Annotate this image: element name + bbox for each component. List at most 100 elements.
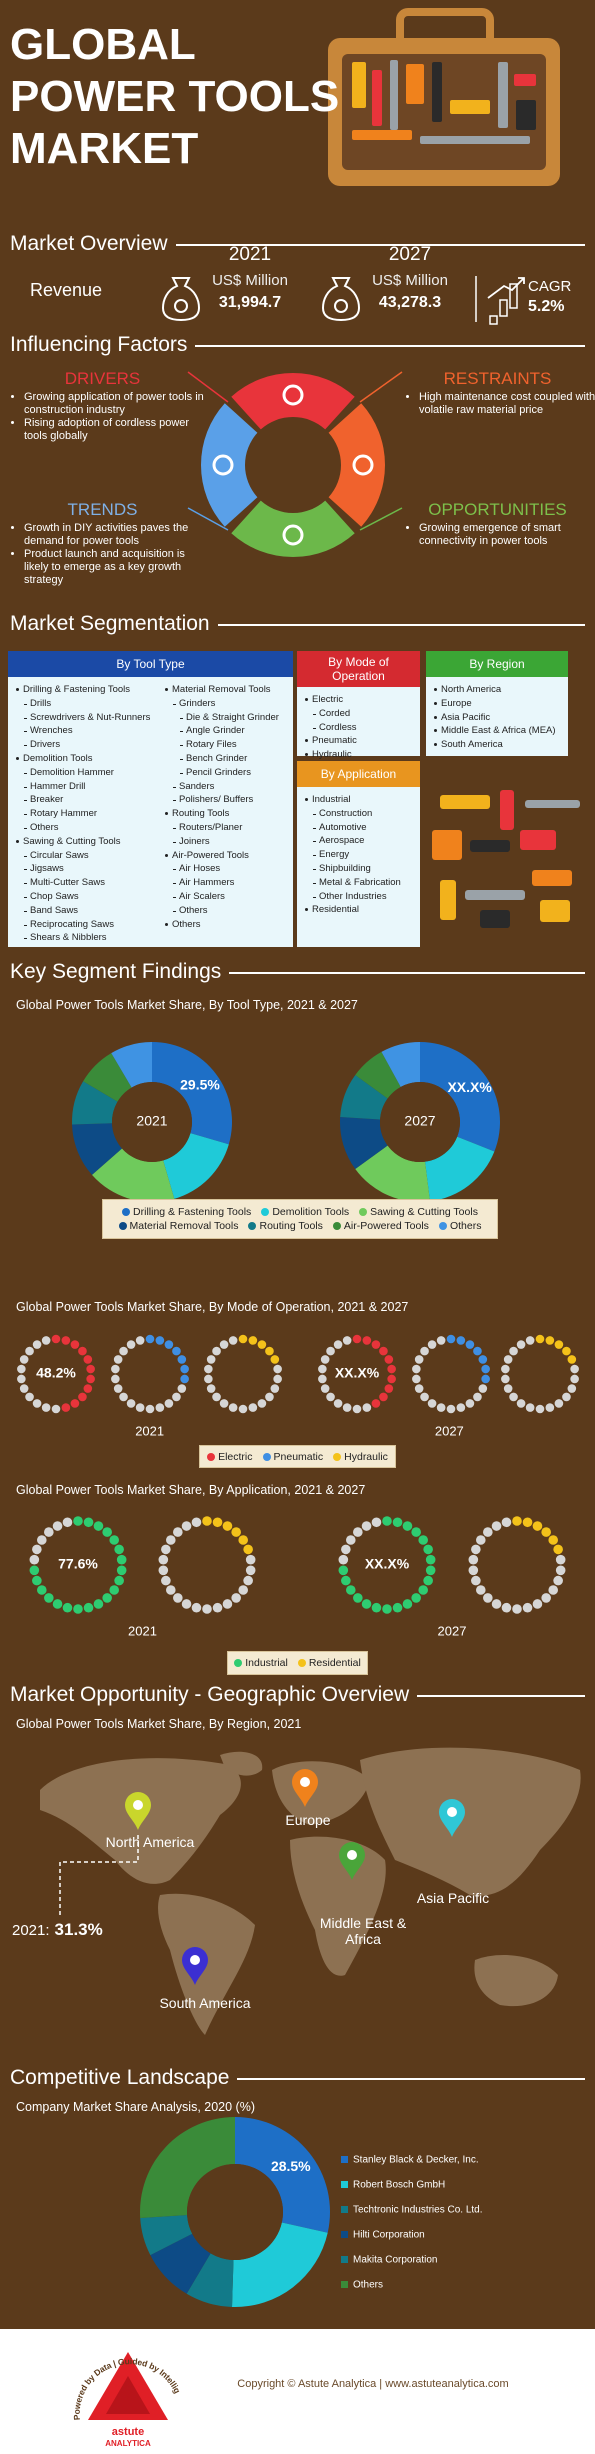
- legend-label: Makita Corporation: [353, 2255, 437, 2266]
- ring-dot-empty: [420, 1392, 429, 1402]
- heading-rule: [195, 345, 585, 347]
- ring-dot-empty: [32, 1399, 42, 1408]
- ring-dot-empty: [353, 1527, 363, 1537]
- title-line: MARKET: [10, 124, 199, 173]
- ring-dot-empty: [202, 1604, 212, 1614]
- ring-dot-empty: [512, 1604, 522, 1614]
- ring-dot-empty: [155, 1403, 165, 1412]
- heading-rule: [175, 244, 585, 246]
- segment-item: Bench Grinder: [163, 752, 291, 766]
- ring-dot-empty: [257, 1399, 267, 1408]
- segment-item: Angle Grinder: [163, 724, 291, 738]
- segment-item: Rotary Hammer: [14, 807, 164, 821]
- ring-dot: [473, 1346, 482, 1356]
- ring-dot-empty: [338, 1554, 349, 1565]
- legend-item: Others: [438, 1220, 481, 1232]
- ring-dot: [481, 1374, 490, 1384]
- ring-dot-empty: [212, 1602, 223, 1613]
- value-label: 48.2%: [36, 1365, 76, 1381]
- ring-dot-empty: [177, 1384, 187, 1393]
- tool-icon: [440, 795, 490, 809]
- heading-rule: [237, 2078, 585, 2080]
- ring-dot: [567, 1355, 577, 1364]
- segment-item: Construction: [303, 807, 415, 821]
- tool-icon: [432, 830, 462, 860]
- ring-dot: [248, 1336, 258, 1345]
- tool-icon: [498, 62, 508, 128]
- ring-dot-empty: [228, 1403, 238, 1412]
- ring-dot-empty: [222, 1599, 233, 1609]
- legend: Industrial Residential: [227, 1651, 368, 1675]
- ring-dot-empty: [456, 1403, 466, 1412]
- ring-dot: [164, 1340, 174, 1349]
- tool-icon: [440, 880, 456, 920]
- region-pin-dot: [190, 1955, 200, 1965]
- ring-dot-empty: [420, 1346, 429, 1356]
- legend-item: Residential: [297, 1657, 361, 1669]
- region-pin-dot: [300, 1777, 310, 1787]
- ring-dot: [338, 1565, 349, 1576]
- ring-dot-empty: [243, 1575, 253, 1586]
- region-pin: [439, 1799, 465, 1837]
- tool-icon: [532, 870, 572, 886]
- ring-dot-empty: [204, 1364, 213, 1374]
- donut-segment: [232, 2222, 328, 2307]
- region-pin-dot: [347, 1850, 357, 1860]
- segment-item: Circular Saws: [14, 849, 164, 863]
- donut-segment: [152, 1042, 233, 1145]
- ring-dot-empty: [135, 1403, 145, 1412]
- ring-dot: [83, 1355, 93, 1364]
- ring-dot-empty: [36, 1535, 47, 1545]
- ring-dot-empty: [62, 1517, 73, 1528]
- segment-item: North America: [432, 683, 564, 697]
- ring-dot-empty: [320, 1384, 330, 1393]
- ring-dot-empty: [522, 1602, 533, 1613]
- ring-dot-empty: [468, 1565, 479, 1576]
- segment-item: Others: [163, 904, 291, 918]
- ring-dot-empty: [326, 1346, 335, 1356]
- segment-item: Band Saws: [14, 904, 164, 918]
- ring-dot: [379, 1346, 388, 1356]
- ring-dot: [554, 1340, 564, 1349]
- factor-title: TRENDS: [67, 500, 138, 519]
- ring-dot: [345, 1585, 356, 1595]
- ring-dot-empty: [567, 1384, 577, 1393]
- ring-dot: [93, 1521, 104, 1531]
- donut-center-label: 2027: [404, 1113, 435, 1129]
- chart-subtitle: Global Power Tools Market Share, By Regi…: [16, 1717, 302, 1731]
- ring-dot-empty: [541, 1593, 551, 1603]
- ring-dot-empty: [25, 1346, 34, 1356]
- segment-item: Corded: [303, 707, 415, 721]
- donut-segment: [355, 1051, 401, 1099]
- ring-dot-empty: [414, 1384, 424, 1393]
- ring-dot: [78, 1346, 87, 1356]
- tool-icon: [390, 60, 398, 130]
- region-label: Middle East & Africa: [319, 1915, 407, 1947]
- year: 2027: [388, 244, 432, 265]
- legend-label: Material Removal Tools: [129, 1220, 239, 1232]
- ring-dot: [535, 1334, 545, 1344]
- ring-dot-empty: [501, 1364, 510, 1374]
- ring-dot: [465, 1340, 475, 1349]
- donut-hole: [380, 1082, 460, 1162]
- annotation: XX.X%: [335, 1365, 380, 1381]
- section-heading: Market Segmentation: [10, 612, 585, 636]
- ring-dot-empty: [473, 1392, 482, 1402]
- ring-dot-empty: [119, 1392, 128, 1402]
- region-pin: [125, 1792, 151, 1830]
- legend-swatch: [261, 1208, 270, 1216]
- segment-item: Grinders: [163, 697, 291, 711]
- legend-swatch: [341, 2181, 348, 2188]
- ring-dot: [62, 1602, 73, 1613]
- ring-dot-empty: [248, 1403, 258, 1412]
- ring-dot-empty: [503, 1384, 513, 1393]
- ring-dot: [238, 1334, 248, 1344]
- ring-dot-empty: [342, 1336, 352, 1345]
- legend-label: Residential: [308, 1657, 361, 1669]
- factor-point: Growing emergence of smart connectivity …: [419, 522, 595, 548]
- segment-item: Die & Straight Grinder: [163, 711, 291, 725]
- ring-dot-empty: [219, 1399, 229, 1408]
- heading-text: Key Segment Findings: [10, 960, 222, 983]
- legend-swatch: [118, 1222, 127, 1230]
- ring-dot: [73, 1516, 83, 1526]
